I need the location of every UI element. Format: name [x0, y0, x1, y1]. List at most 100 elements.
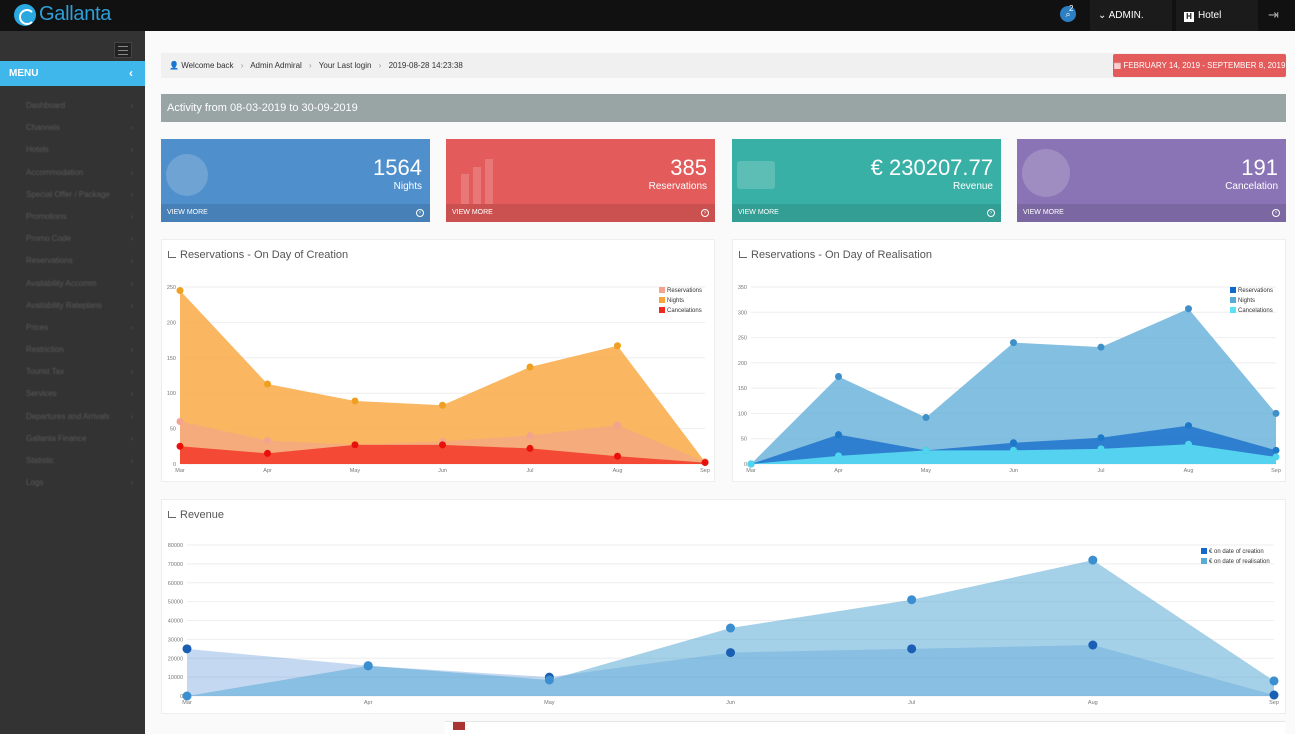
x-tick-label: Aug: [1184, 468, 1194, 474]
chart-revenue: 0 10000 20000 30000 40000 50000 60000 70000 8000…: [168, 543, 1279, 706]
series-area: [187, 560, 1274, 696]
sidebar-item[interactable]: Promo Code: [0, 228, 145, 250]
hotel-menu[interactable]: H Hotel: [1176, 0, 1258, 31]
y-tick-label: 10000: [168, 675, 183, 681]
y-tick-label: 70000: [168, 562, 183, 568]
x-tick-label: Jun: [438, 468, 447, 474]
sidebar-item[interactable]: Availability Accomm: [0, 273, 145, 295]
legend-swatch: [1230, 307, 1236, 313]
legend-label: Cancelations: [1238, 308, 1273, 314]
view-more-link[interactable]: VIEW MORE ›: [161, 204, 430, 222]
notification-badge: 2: [1069, 4, 1074, 13]
y-tick-label: 0: [173, 462, 176, 468]
legend-swatch: [659, 297, 665, 303]
x-tick-label: Apr: [364, 700, 373, 706]
y-tick-label: 200: [738, 361, 747, 367]
view-more-link[interactable]: VIEW MORE ›: [1017, 204, 1286, 222]
legend-swatch: [1230, 297, 1236, 303]
x-tick-label: Sep: [1269, 700, 1279, 706]
chart-realisation: 0 50 100 150 200 250 300 350 Mar Apr May Jun Jul Aug S…: [738, 285, 1281, 474]
breadcrumb: 👤 Welcome back › Admin Admiral › Your La…: [161, 53, 1286, 78]
data-point: [1097, 445, 1105, 453]
y-tick-label: 300: [738, 310, 747, 316]
calendar-icon: ▦: [1113, 61, 1122, 70]
data-point: [726, 648, 735, 658]
sidebar-toggle-icon[interactable]: [114, 42, 132, 58]
notification-icon[interactable]: ⌕: [1060, 6, 1076, 22]
sidebar-item[interactable]: Accommodation: [0, 162, 145, 184]
sidebar-item[interactable]: Tourist Tax: [0, 361, 145, 383]
data-point: [1272, 409, 1280, 417]
legend-label: Reservations: [1238, 288, 1273, 294]
data-point: [922, 446, 930, 454]
chevron-left-icon: ‹: [129, 66, 133, 80]
view-more-link[interactable]: VIEW MORE ›: [732, 204, 1001, 222]
sidebar-item[interactable]: Gallanta Finance: [0, 428, 145, 450]
sidebar-item[interactable]: Statistic: [0, 450, 145, 472]
data-point: [1010, 339, 1017, 347]
data-point: [264, 449, 271, 457]
menu-label: MENU: [9, 68, 39, 79]
data-point: [835, 452, 842, 460]
hotel-label: Hotel: [1198, 10, 1222, 21]
sidebar-item[interactable]: Restriction: [0, 339, 145, 361]
panel-title: Reservations - On Day of Creation: [168, 249, 348, 261]
chart-panel-creation: Reservations - On Day of Creation 0 50 100…: [161, 239, 715, 482]
x-tick-label: Apr: [263, 468, 272, 474]
data-point: [439, 401, 446, 409]
legend-swatch: [1201, 558, 1207, 564]
x-tick-label: Jul: [908, 700, 915, 706]
main-content: 👤 Welcome back › Admin Admiral › Your La…: [145, 31, 1295, 734]
arrow-right-icon: ›: [701, 209, 709, 217]
user-icon: 👤: [169, 61, 179, 70]
sidebar-item[interactable]: Hotels: [0, 139, 145, 161]
x-tick-label: May: [921, 468, 932, 474]
stat-value: 1564: [373, 155, 422, 180]
arrow-right-icon: ›: [416, 209, 424, 217]
x-tick-label: Mar: [746, 468, 756, 474]
stat-value: 191: [1241, 155, 1278, 180]
sidebar-item[interactable]: Services: [0, 383, 145, 405]
legend-swatch: [659, 287, 665, 293]
top-bar: Gallanta ⌕ 2 ⌄ ADMIN. H Hotel ⇥: [0, 0, 1295, 31]
sidebar-item[interactable]: Departures and Arrivals: [0, 406, 145, 428]
data-point: [526, 363, 534, 371]
admin-menu[interactable]: ⌄ ADMIN.: [1090, 0, 1172, 31]
y-tick-label: 30000: [168, 637, 183, 643]
sidebar-item[interactable]: Availability Rateplans: [0, 295, 145, 317]
panel-title: Revenue: [168, 509, 224, 521]
data-point: [701, 459, 709, 467]
y-tick-label: 100: [738, 411, 747, 417]
hotel-icon: H: [1184, 12, 1194, 22]
data-point: [363, 661, 373, 671]
y-tick-label: 50000: [168, 600, 183, 606]
sidebar-item[interactable]: Prices: [0, 317, 145, 339]
stat-label: Reservations: [648, 181, 707, 192]
sidebar-item[interactable]: Promotions: [0, 206, 145, 228]
view-more-link[interactable]: VIEW MORE ›: [446, 204, 715, 222]
y-tick-label: 200: [167, 320, 176, 326]
data-point: [1088, 640, 1098, 650]
x-tick-label: Sep: [1271, 468, 1281, 474]
chart-panel-revenue: Revenue 0 10000 20000 30000 40000 50000 60000 7…: [161, 499, 1286, 714]
menu-header[interactable]: MENU ‹: [0, 61, 145, 86]
data-point: [1269, 676, 1279, 686]
sidebar-item[interactable]: Logs: [0, 472, 145, 494]
y-tick-label: 150: [738, 386, 747, 392]
sidebar-item[interactable]: Special Offer / Package: [0, 184, 145, 206]
sidebar-item[interactable]: Channels: [0, 117, 145, 139]
data-point: [1272, 453, 1280, 461]
data-point: [1269, 690, 1279, 700]
data-point: [922, 413, 930, 421]
logout-icon[interactable]: ⇥: [1268, 7, 1279, 22]
y-tick-label: 250: [738, 336, 747, 342]
legend-label: Reservations: [667, 288, 702, 294]
data-point: [176, 287, 184, 295]
sidebar-item[interactable]: Reservations: [0, 250, 145, 272]
sidebar-item[interactable]: Dashboard: [0, 95, 145, 117]
date-range-button[interactable]: ▦ FEBRUARY 14, 2019 - SEPTEMBER 8, 2019 …: [1113, 54, 1286, 93]
data-point: [182, 644, 192, 654]
chart-icon: [168, 511, 176, 518]
app-logo[interactable]: Gallanta: [14, 3, 111, 26]
data-point: [544, 675, 554, 685]
